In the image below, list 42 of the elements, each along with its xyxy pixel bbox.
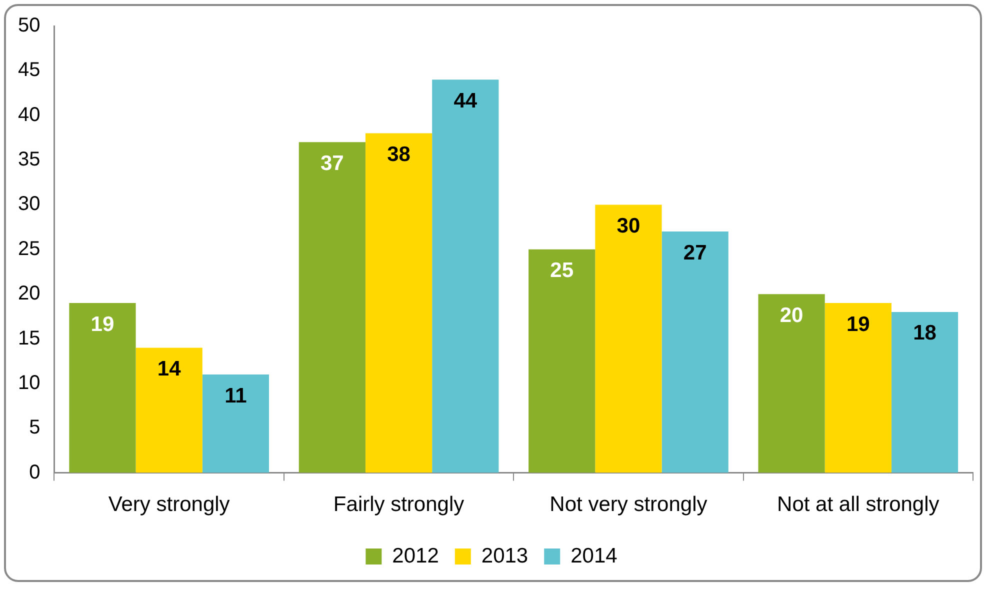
bar	[365, 133, 432, 473]
data-label: 19	[90, 312, 114, 336]
data-label: 38	[387, 143, 411, 166]
data-label: 27	[683, 241, 707, 264]
y-tick-label: 20	[18, 282, 40, 305]
data-label: 25	[550, 259, 574, 282]
bar	[136, 348, 202, 473]
y-tick-label: 5	[29, 416, 40, 439]
bar	[202, 374, 270, 473]
x-tick-label: Not at all strongly	[777, 493, 940, 516]
data-label: 30	[616, 214, 640, 238]
data-label: 14	[157, 357, 182, 380]
data-label: 19	[846, 312, 870, 336]
bar	[69, 303, 136, 473]
bar	[298, 142, 366, 473]
bar	[595, 204, 662, 473]
y-tick-label: 10	[18, 372, 40, 394]
data-label: 37	[320, 152, 344, 175]
data-label: 20	[780, 304, 804, 327]
y-tick-label: 15	[18, 327, 40, 350]
x-tick-label: Very strongly	[108, 493, 230, 516]
y-tick-label: 0	[29, 461, 40, 484]
bar	[758, 294, 825, 473]
y-tick-label: 30	[18, 193, 40, 216]
legend-label: 2012	[392, 544, 439, 568]
data-label: 18	[913, 322, 937, 345]
legend-label: 2014	[570, 544, 618, 568]
bar	[528, 249, 596, 473]
y-tick-label: 35	[18, 148, 40, 171]
bar	[891, 312, 958, 473]
x-tick-label: Fairly strongly	[333, 493, 465, 516]
data-label: 44	[454, 89, 478, 112]
y-tick-label: 50	[18, 14, 40, 37]
x-tick-label: Not very strongly	[550, 493, 708, 516]
bar	[432, 80, 499, 473]
bar	[824, 303, 892, 473]
data-label: 11	[224, 384, 248, 408]
y-tick-label: 25	[18, 238, 40, 260]
y-tick-label: 40	[18, 104, 40, 126]
y-tick-label: 45	[18, 59, 40, 82]
legend-label: 2013	[481, 544, 528, 568]
bar	[662, 232, 728, 473]
